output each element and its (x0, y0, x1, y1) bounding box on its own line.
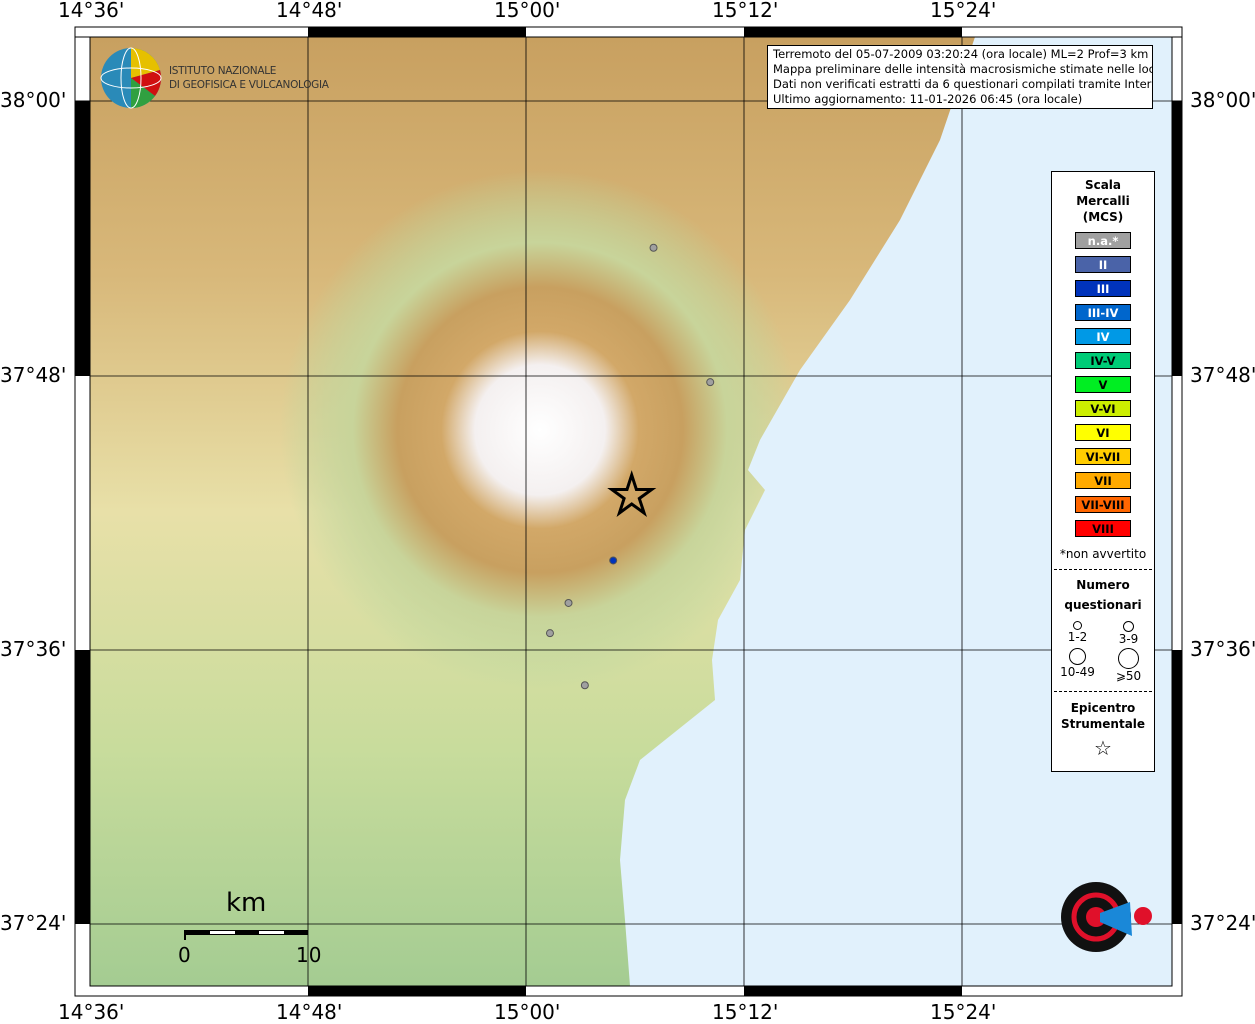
lon-tick-bottom: 15°00' (494, 1000, 561, 1024)
legend-class-swatch: VI (1075, 424, 1131, 441)
graticule (90, 37, 1172, 986)
circle-icon (1123, 621, 1134, 632)
lon-tick-top: 14°48' (276, 0, 343, 22)
legend-class-swatch: III-IV (1075, 304, 1131, 321)
size-label: 1-2 (1067, 630, 1088, 644)
size-label: 10-49 (1060, 665, 1095, 679)
ingv-logo-text: ISTITUTO NAZIONALE DI GEOFISICA E VULCAN… (169, 64, 329, 92)
event-info-box: Terremoto del 05-07-2009 03:20:24 (ora l… (767, 45, 1153, 109)
lon-tick-top: 15°24' (930, 0, 997, 22)
legend-class-swatch: VII (1075, 472, 1131, 489)
scalebar-unit: km (226, 888, 267, 918)
lon-tick-bottom: 14°48' (276, 1000, 343, 1024)
legend-title: Scala Mercalli (MCS) (1052, 177, 1154, 225)
circle-icon (1118, 648, 1139, 669)
lat-tick-right: 38°00' (1190, 88, 1255, 112)
legend-class-swatch: V-VI (1075, 400, 1131, 417)
legend-note: *non avvertito (1059, 547, 1147, 561)
lon-tick-bottom: 15°12' (712, 1000, 779, 1024)
scalebar-max: 10 (296, 943, 322, 967)
circle-icon (1073, 621, 1082, 630)
divider (1054, 569, 1152, 570)
legend-class-swatch: V (1075, 376, 1131, 393)
ingv-line2: DI GEOFISICA E VULCANOLOGIA (169, 79, 329, 91)
intensity-point[interactable] (609, 556, 618, 565)
sea (620, 37, 1172, 986)
size-3-9: 3-9 (1103, 621, 1154, 646)
circle-icon (1069, 648, 1086, 665)
lat-tick-left: 38°00' (0, 88, 67, 112)
size-label: ⩾50 (1115, 669, 1142, 683)
legend-title-line: (MCS) (1082, 210, 1124, 224)
size-1-2: 1-2 (1052, 621, 1103, 646)
haisentito-logo (1061, 882, 1152, 952)
legend-class-swatch: VI-VII (1075, 448, 1131, 465)
legend-class-swatch: III (1075, 280, 1131, 297)
lon-tick-top: 15°00' (494, 0, 561, 22)
legend-class-swatch: VII-VIII (1075, 496, 1131, 513)
intensity-point[interactable] (580, 681, 589, 690)
info-line: Mappa preliminare delle intensità macros… (773, 62, 1153, 76)
questionnaire-sizes: 1-2 3-9 10-49 ⩾50 (1052, 621, 1154, 683)
lat-tick-right: 37°36' (1190, 637, 1255, 661)
star-icon: ☆ (1094, 736, 1112, 760)
info-line: Terremoto del 05-07-2009 03:20:24 (ora l… (773, 47, 1149, 61)
epicenter-title: Strumentale (1060, 717, 1146, 731)
legend-class-swatch: VIII (1075, 520, 1131, 537)
info-line: Dati non verificati estratti da 6 questi… (773, 77, 1153, 91)
scalebar-min: 0 (178, 943, 191, 967)
lon-tick-bottom: 14°36' (58, 1000, 125, 1024)
legend-title-line: Scala (1084, 178, 1122, 192)
map-frame (74, 26, 1183, 997)
legend: Scala Mercalli (MCS) n.a.* II III III-IV IV I… (1051, 171, 1155, 772)
info-line: Ultimo aggiornamento: 11-01-2026 06:45 (… (773, 92, 1083, 106)
legend-class-swatch: II (1075, 256, 1131, 273)
intensity-point[interactable] (649, 243, 658, 252)
size-50: ⩾50 (1103, 648, 1154, 683)
lat-tick-left: 37°36' (0, 637, 67, 661)
legend-class-swatch: IV-V (1075, 352, 1131, 369)
epicenter-star-icon[interactable] (607, 470, 657, 517)
legend-title-line: Mercalli (1076, 194, 1130, 208)
lon-tick-bottom: 15°24' (930, 1000, 997, 1024)
lon-tick-top: 14°36' (58, 0, 125, 22)
lat-tick-left: 37°24' (0, 911, 67, 935)
intensity-point[interactable] (545, 629, 554, 638)
questionnaire-title: questionari (1064, 598, 1142, 612)
lat-tick-right: 37°48' (1190, 363, 1255, 387)
questionnaire-title: Numero (1076, 578, 1130, 592)
epicenter-title: Epicentro (1070, 701, 1136, 715)
lon-tick-top: 15°12' (712, 0, 779, 22)
size-label: 3-9 (1118, 632, 1139, 646)
legend-class-swatch: n.a.* (1075, 232, 1131, 249)
lat-tick-left: 37°48' (0, 363, 67, 387)
intensity-point[interactable] (706, 378, 715, 387)
legend-class-swatch: IV (1075, 328, 1131, 345)
scale-bar (184, 930, 308, 940)
divider (1054, 691, 1152, 692)
size-10-49: 10-49 (1052, 648, 1103, 683)
intensity-points (545, 243, 715, 690)
legend-classes: n.a.* II III III-IV IV IV-V V V-VI VI VI-VII VII VI… (1052, 232, 1154, 537)
lat-tick-right: 37°24' (1190, 911, 1255, 935)
intensity-point[interactable] (564, 598, 573, 607)
ingv-logo (100, 47, 162, 109)
ingv-line1: ISTITUTO NAZIONALE (169, 65, 277, 77)
